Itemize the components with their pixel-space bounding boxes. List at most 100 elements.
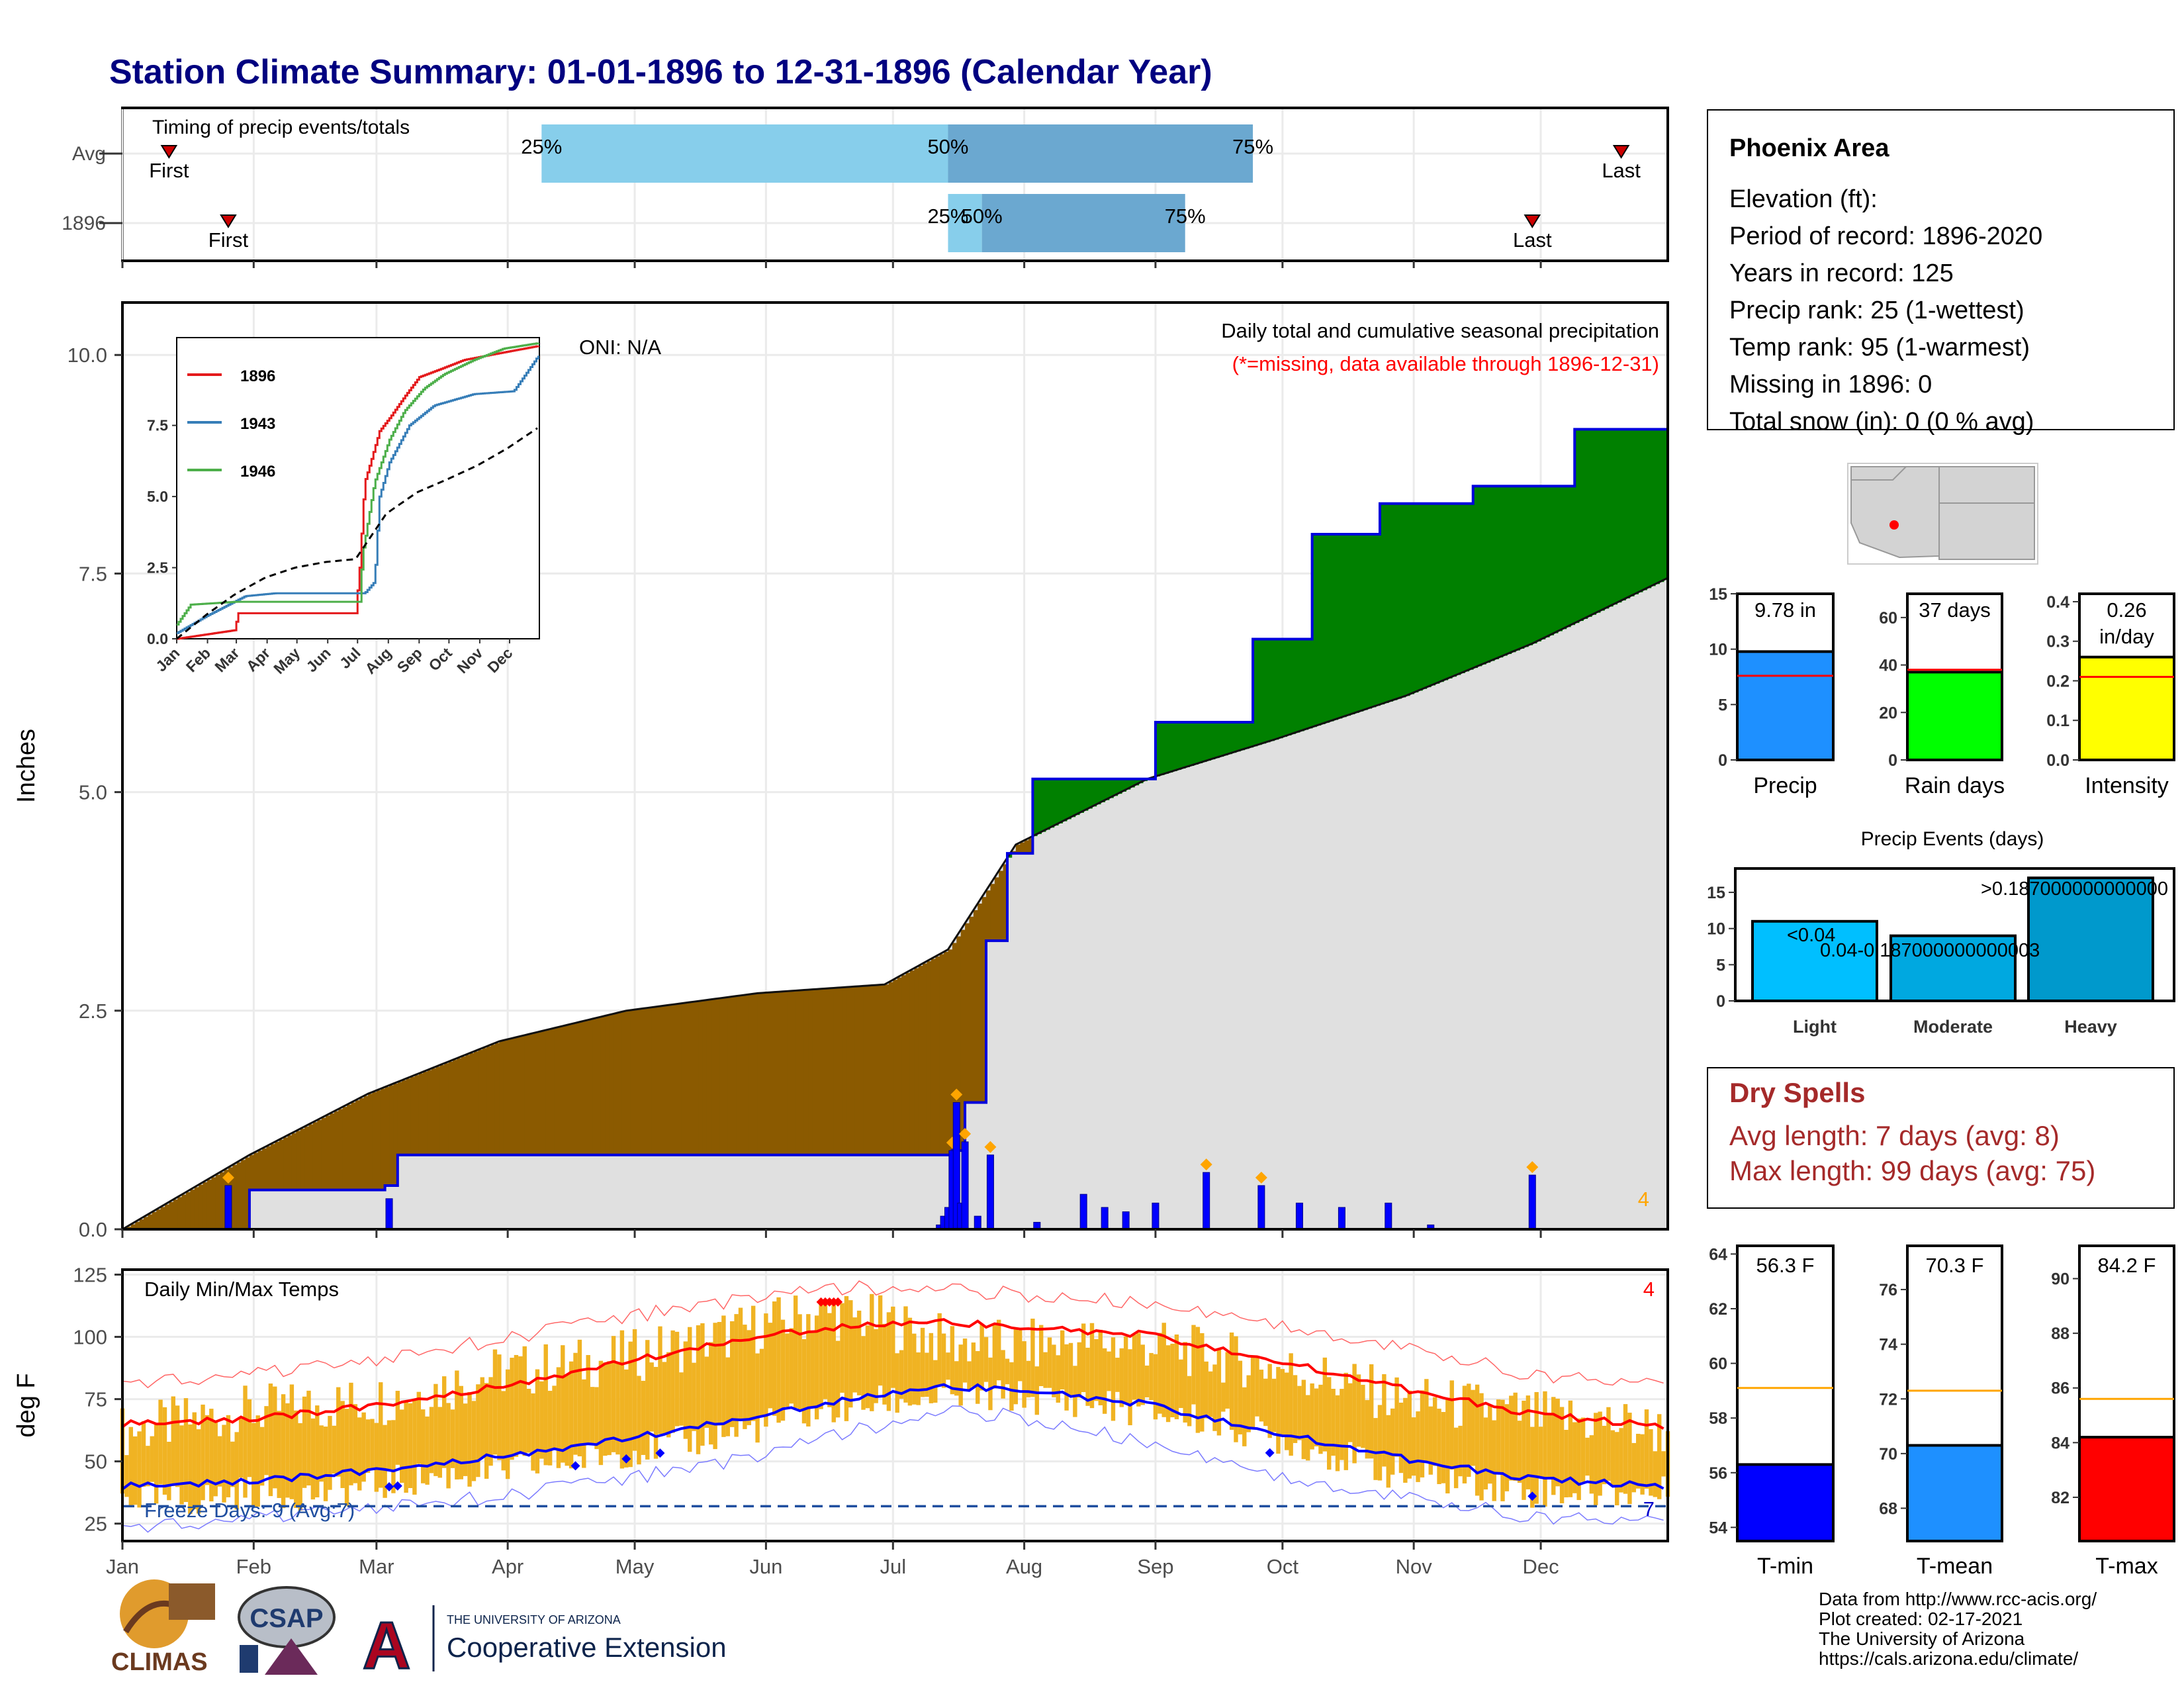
daily-temp-range-bar xyxy=(1102,1348,1107,1414)
temp-stat-label-1: T-mean xyxy=(1917,1554,1993,1579)
timing-pct-label-Avg-0: 25% xyxy=(521,135,562,158)
temp-stat-tick-label-1-0: 68 xyxy=(1879,1499,1897,1518)
surplus-segment xyxy=(1032,778,1038,837)
daily-temp-range-bar xyxy=(1653,1451,1658,1497)
precip-frame xyxy=(121,301,1669,1231)
surplus-segment xyxy=(1392,503,1398,700)
daily-temp-range-bar xyxy=(1034,1366,1040,1415)
daily-temp-range-bar xyxy=(1183,1342,1187,1423)
surplus-segment xyxy=(1591,429,1597,615)
climas-logo-block xyxy=(169,1583,215,1620)
daily-temp-range-bar xyxy=(463,1403,468,1476)
surplus-segment xyxy=(1329,534,1334,722)
daily-temp-range-bar xyxy=(1453,1427,1459,1489)
daily-temp-range-bar xyxy=(171,1396,175,1486)
station-info-box: Phoenix Area Elevation (ft): Period of r… xyxy=(1707,109,2175,436)
daily-temp-range-bar xyxy=(154,1424,159,1504)
deficit-segment xyxy=(164,1204,170,1229)
deficit-segment xyxy=(1020,842,1025,854)
deficit-segment xyxy=(300,1129,305,1190)
daily-temp-range-bar xyxy=(162,1407,167,1495)
daily-temp-range-bar xyxy=(725,1357,731,1436)
surplus-segment xyxy=(1490,486,1495,661)
temp-ytick-label-0: 25 xyxy=(85,1513,107,1536)
daily-temp-range-bar xyxy=(1522,1401,1526,1500)
deficit-segment xyxy=(909,970,915,1155)
daily-temp-range-bar xyxy=(1200,1333,1205,1432)
daily-temp-range-bar xyxy=(213,1421,218,1497)
deficit-segment xyxy=(635,1009,640,1155)
daily-temp-range-bar xyxy=(967,1361,972,1390)
surplus-segment xyxy=(1596,429,1601,613)
daily-temp-range-bar xyxy=(370,1419,375,1470)
daily-temp-range-bar xyxy=(1580,1417,1586,1482)
precip-events-label-light: <0.04 xyxy=(1787,925,1835,946)
surplus-segment xyxy=(1236,722,1241,752)
daily-temp-range-bar xyxy=(281,1394,286,1509)
stat-value-2: 0.26 xyxy=(2107,598,2146,622)
csap-logo-bars xyxy=(240,1645,258,1673)
timing-pct-label-Avg-1: 50% xyxy=(927,135,968,158)
daily-temp-range-bar xyxy=(1289,1353,1293,1456)
daily-temp-range-bar xyxy=(907,1317,913,1406)
daily-temp-range-bar xyxy=(988,1357,993,1411)
stat-tick-label-1-1: 20 xyxy=(1879,704,1897,722)
deficit-segment xyxy=(999,870,1004,941)
month-label-apr: Apr xyxy=(492,1555,523,1578)
daily-temp-range-bar xyxy=(379,1382,383,1488)
daily-temp-range-bar xyxy=(1165,1345,1171,1423)
daily-temp-range-bar xyxy=(1394,1377,1399,1457)
daily-temp-range-bar xyxy=(556,1367,561,1468)
surplus-segment xyxy=(1218,722,1224,757)
deficit-segment xyxy=(148,1214,153,1229)
daily-temp-range-bar xyxy=(920,1327,925,1397)
temp-frame xyxy=(121,1268,1669,1542)
surplus-segment xyxy=(1214,722,1220,759)
daily-temp-range-bar xyxy=(1475,1384,1480,1496)
deficit-segment xyxy=(304,1126,310,1190)
station-info-frame xyxy=(1707,109,2175,430)
daily-temp-range-bar xyxy=(289,1384,295,1499)
daily-temp-range-bar xyxy=(365,1419,371,1473)
surplus-segment xyxy=(1359,534,1364,712)
deficit-segment xyxy=(347,1104,352,1190)
deficit-segment xyxy=(727,997,733,1155)
surplus-segment xyxy=(1536,486,1541,641)
surplus-segment xyxy=(1253,639,1258,747)
surplus-segment xyxy=(1087,778,1093,809)
daily-temp-range-bar xyxy=(510,1358,514,1460)
daily-temp-range-bar xyxy=(1390,1408,1395,1475)
deficit-segment xyxy=(944,951,949,1155)
timing-last-label-Avg: Last xyxy=(1602,159,1641,182)
daily-temp-range-bar xyxy=(1340,1389,1344,1460)
daily-temp-range-bar xyxy=(336,1387,341,1477)
daily-temp-range-bar xyxy=(1534,1391,1539,1504)
deficit-segment xyxy=(385,1087,390,1186)
deficit-segment xyxy=(177,1197,183,1229)
daily-temp-range-bar xyxy=(1047,1337,1052,1388)
surplus-segment xyxy=(1498,486,1504,658)
inset-ytick-label-3: 7.5 xyxy=(147,417,168,434)
deficit-segment xyxy=(283,1137,289,1190)
surplus-segment xyxy=(1604,429,1610,609)
daily-temp-range-bar xyxy=(526,1388,531,1453)
surplus-segment xyxy=(1287,639,1292,735)
daily-temp-range-bar xyxy=(793,1295,798,1409)
surplus-segment xyxy=(1126,778,1131,790)
deficit-segment xyxy=(808,990,813,1155)
deficit-segment xyxy=(715,998,720,1155)
deficit-segment xyxy=(206,1180,212,1229)
daily-temp-range-bar xyxy=(535,1369,540,1474)
daily-temp-range-bar xyxy=(653,1366,659,1459)
deficit-segment xyxy=(287,1135,293,1190)
month-label-feb: Feb xyxy=(236,1555,271,1578)
deficit-segment xyxy=(194,1187,199,1229)
surplus-segment xyxy=(1181,722,1186,769)
daily-precip-bar xyxy=(385,1198,393,1230)
temp-stat-tick-label-2-3: 88 xyxy=(2051,1325,2070,1343)
daily-temp-range-bar xyxy=(1161,1323,1166,1417)
daily-temp-range-bar xyxy=(1619,1428,1623,1493)
daily-temp-range-bar xyxy=(302,1396,307,1488)
